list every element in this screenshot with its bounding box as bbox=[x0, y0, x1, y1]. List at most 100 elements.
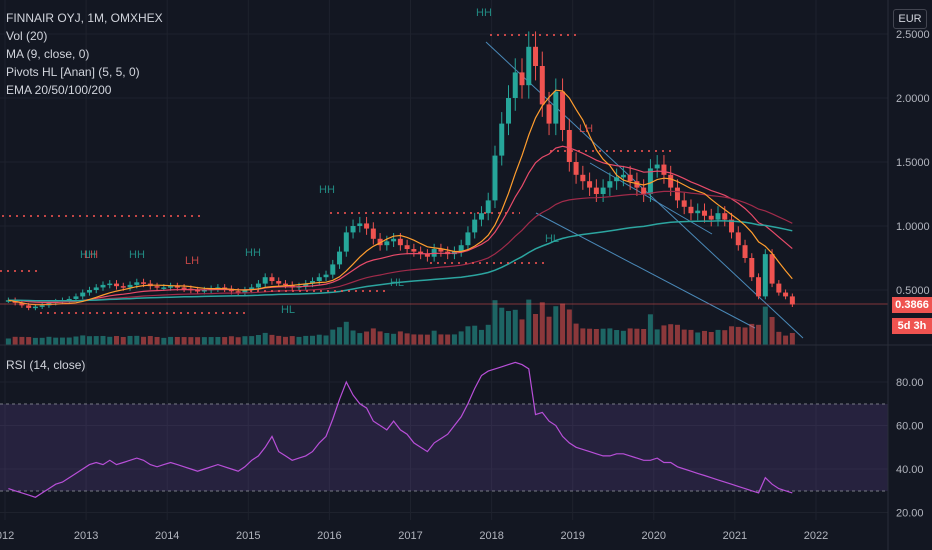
candle-body bbox=[39, 305, 45, 307]
candle-body bbox=[73, 296, 79, 299]
volume-bar bbox=[722, 330, 728, 345]
volume-bar bbox=[114, 336, 120, 345]
volume-bars bbox=[5, 299, 795, 345]
candle-body bbox=[384, 241, 390, 246]
candle-body bbox=[424, 254, 430, 257]
volume-bar bbox=[53, 337, 59, 345]
candle-body bbox=[607, 181, 613, 188]
candle-body bbox=[316, 277, 322, 282]
volume-bar bbox=[181, 337, 187, 345]
candle-body bbox=[377, 238, 383, 246]
candle-body bbox=[364, 223, 370, 229]
candle-body bbox=[86, 290, 92, 293]
candle-body bbox=[5, 300, 11, 302]
volume-bar bbox=[154, 336, 160, 345]
candle-body bbox=[546, 104, 552, 124]
pivot-label: HH bbox=[245, 247, 261, 259]
candle-body bbox=[614, 177, 620, 182]
volume-bar bbox=[708, 332, 714, 345]
candle-body bbox=[573, 162, 579, 175]
volume-bar bbox=[350, 330, 356, 345]
candle-body bbox=[303, 283, 309, 287]
volume-bar bbox=[418, 334, 424, 345]
rsi-tick-label: 60.00 bbox=[896, 421, 924, 433]
price-tick-label: 2.0000 bbox=[896, 93, 930, 105]
rsi-tick-label: 40.00 bbox=[896, 464, 924, 476]
volume-bar bbox=[289, 336, 295, 345]
volume-bar bbox=[451, 334, 457, 345]
volume-bar bbox=[587, 328, 593, 345]
rsi-title[interactable]: RSI (14, close) bbox=[6, 358, 86, 372]
candle-body bbox=[93, 287, 99, 290]
legend-ema[interactable]: EMA 20/50/100/200 bbox=[6, 83, 112, 97]
volume-bar bbox=[499, 307, 505, 345]
candle-body bbox=[134, 282, 140, 285]
candle-body bbox=[485, 200, 491, 214]
x-tick-label: 2016 bbox=[317, 530, 341, 542]
symbol-title[interactable]: FINNAIR OYJ, 1M, OMXHEX bbox=[6, 11, 163, 25]
candle-body bbox=[154, 286, 160, 288]
candle-body bbox=[654, 164, 660, 169]
trendline-2[interactable] bbox=[535, 212, 756, 329]
pivot-label: HL bbox=[545, 233, 559, 245]
volume-bar bbox=[32, 337, 38, 345]
candle-body bbox=[235, 291, 241, 293]
volume-bar bbox=[80, 335, 86, 345]
volume-bar bbox=[323, 335, 329, 345]
candle-body bbox=[715, 213, 721, 220]
candle-body bbox=[722, 213, 728, 220]
volume-bar bbox=[242, 336, 248, 345]
legend-vol[interactable]: Vol (20) bbox=[6, 29, 48, 43]
pivot-label: HH bbox=[80, 249, 96, 261]
volume-bar bbox=[641, 329, 647, 345]
candle-body bbox=[769, 254, 775, 284]
candle-body bbox=[472, 219, 478, 233]
price-tick-label: 0.5000 bbox=[896, 285, 930, 297]
volume-bar bbox=[174, 336, 180, 345]
candle-body bbox=[370, 228, 376, 239]
volume-bar bbox=[647, 314, 653, 345]
candle-body bbox=[330, 264, 336, 275]
volume-bar bbox=[485, 324, 491, 345]
x-tick-label: 2013 bbox=[74, 530, 98, 542]
volume-bar bbox=[147, 336, 153, 345]
rsi-band bbox=[0, 404, 888, 491]
volume-bar bbox=[303, 335, 309, 345]
volume-bar bbox=[593, 329, 599, 345]
pivot-label: LH bbox=[185, 255, 199, 267]
volume-bar bbox=[228, 336, 234, 345]
x-tick-label: 012 bbox=[0, 530, 14, 542]
pivot-label: HH bbox=[129, 249, 145, 261]
time-scale[interactable]: 012 2013 2014 2015 2016 2017 2018 2019 2020 2021 2… bbox=[0, 530, 828, 542]
legend-pivots[interactable]: Pivots HL [Anan] (5, 5, 0) bbox=[6, 65, 140, 79]
candles bbox=[5, 31, 795, 311]
candle-body bbox=[634, 181, 640, 188]
candle-body bbox=[674, 187, 680, 201]
volume-bar bbox=[384, 333, 390, 345]
volume-bar bbox=[749, 323, 755, 345]
currency-button[interactable]: EUR bbox=[893, 9, 927, 29]
legend-ma[interactable]: MA (9, close, 0) bbox=[6, 47, 90, 61]
candle-body bbox=[141, 282, 147, 284]
volume-bar bbox=[445, 334, 451, 345]
volume-bar bbox=[668, 324, 674, 345]
candle-body bbox=[397, 238, 403, 246]
volume-bar bbox=[458, 331, 464, 345]
candle-body bbox=[438, 249, 444, 252]
candle-body bbox=[776, 283, 782, 293]
volume-bar bbox=[762, 306, 768, 345]
rsi-tick-label: 20.00 bbox=[896, 508, 924, 520]
volume-bar bbox=[269, 334, 275, 345]
volume-bar bbox=[276, 335, 282, 345]
candle-body bbox=[282, 283, 288, 286]
candle-body bbox=[783, 292, 789, 297]
volume-bar bbox=[19, 336, 25, 345]
volume-bar bbox=[195, 337, 201, 345]
x-tick-label: 2020 bbox=[642, 530, 666, 542]
candle-body bbox=[350, 226, 356, 233]
price-scale[interactable]: 2.5000 2.0000 1.5000 1.0000 0.5000 80.00 60.00… bbox=[896, 29, 930, 520]
volume-bar bbox=[377, 331, 383, 345]
candle-body bbox=[289, 284, 295, 288]
volume-bar bbox=[729, 326, 735, 345]
x-tick-label: 2014 bbox=[155, 530, 179, 542]
